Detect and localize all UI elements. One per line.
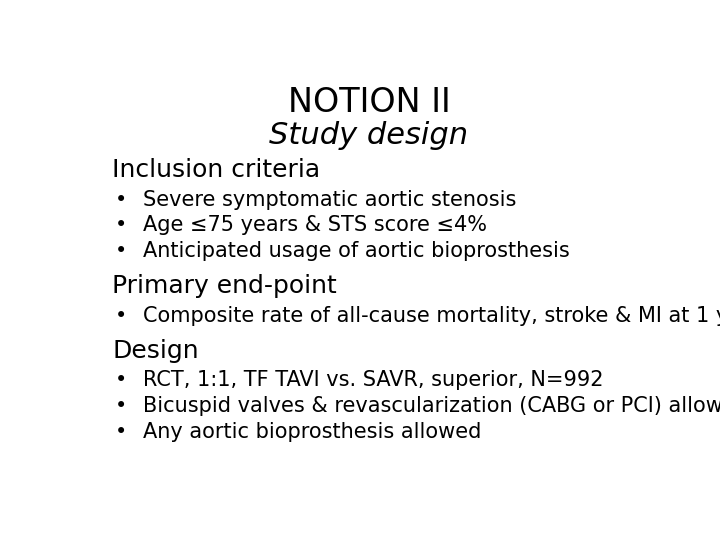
Text: •: • [114,422,127,442]
Text: Composite rate of all-cause mortality, stroke & MI at 1 year: Composite rate of all-cause mortality, s… [143,306,720,326]
Text: Design: Design [112,339,199,363]
Text: NOTION II: NOTION II [287,85,451,119]
Text: •: • [114,241,127,261]
Text: RCT, 1:1, TF TAVI vs. SAVR, superior, N=992: RCT, 1:1, TF TAVI vs. SAVR, superior, N=… [143,370,603,390]
Text: •: • [114,396,127,416]
Text: Anticipated usage of aortic bioprosthesis: Anticipated usage of aortic bioprosthesi… [143,241,570,261]
Text: Study design: Study design [269,121,469,150]
Text: Bicuspid valves & revascularization (CABG or PCI) allowed: Bicuspid valves & revascularization (CAB… [143,396,720,416]
Text: Inclusion criteria: Inclusion criteria [112,158,320,183]
Text: •: • [114,190,127,210]
Text: Any aortic bioprosthesis allowed: Any aortic bioprosthesis allowed [143,422,482,442]
Text: Severe symptomatic aortic stenosis: Severe symptomatic aortic stenosis [143,190,516,210]
Text: Primary end-point: Primary end-point [112,274,337,299]
Text: •: • [114,370,127,390]
Text: •: • [114,215,127,235]
Text: Age ≤75 years & STS score ≤4%: Age ≤75 years & STS score ≤4% [143,215,487,235]
Text: •: • [114,306,127,326]
